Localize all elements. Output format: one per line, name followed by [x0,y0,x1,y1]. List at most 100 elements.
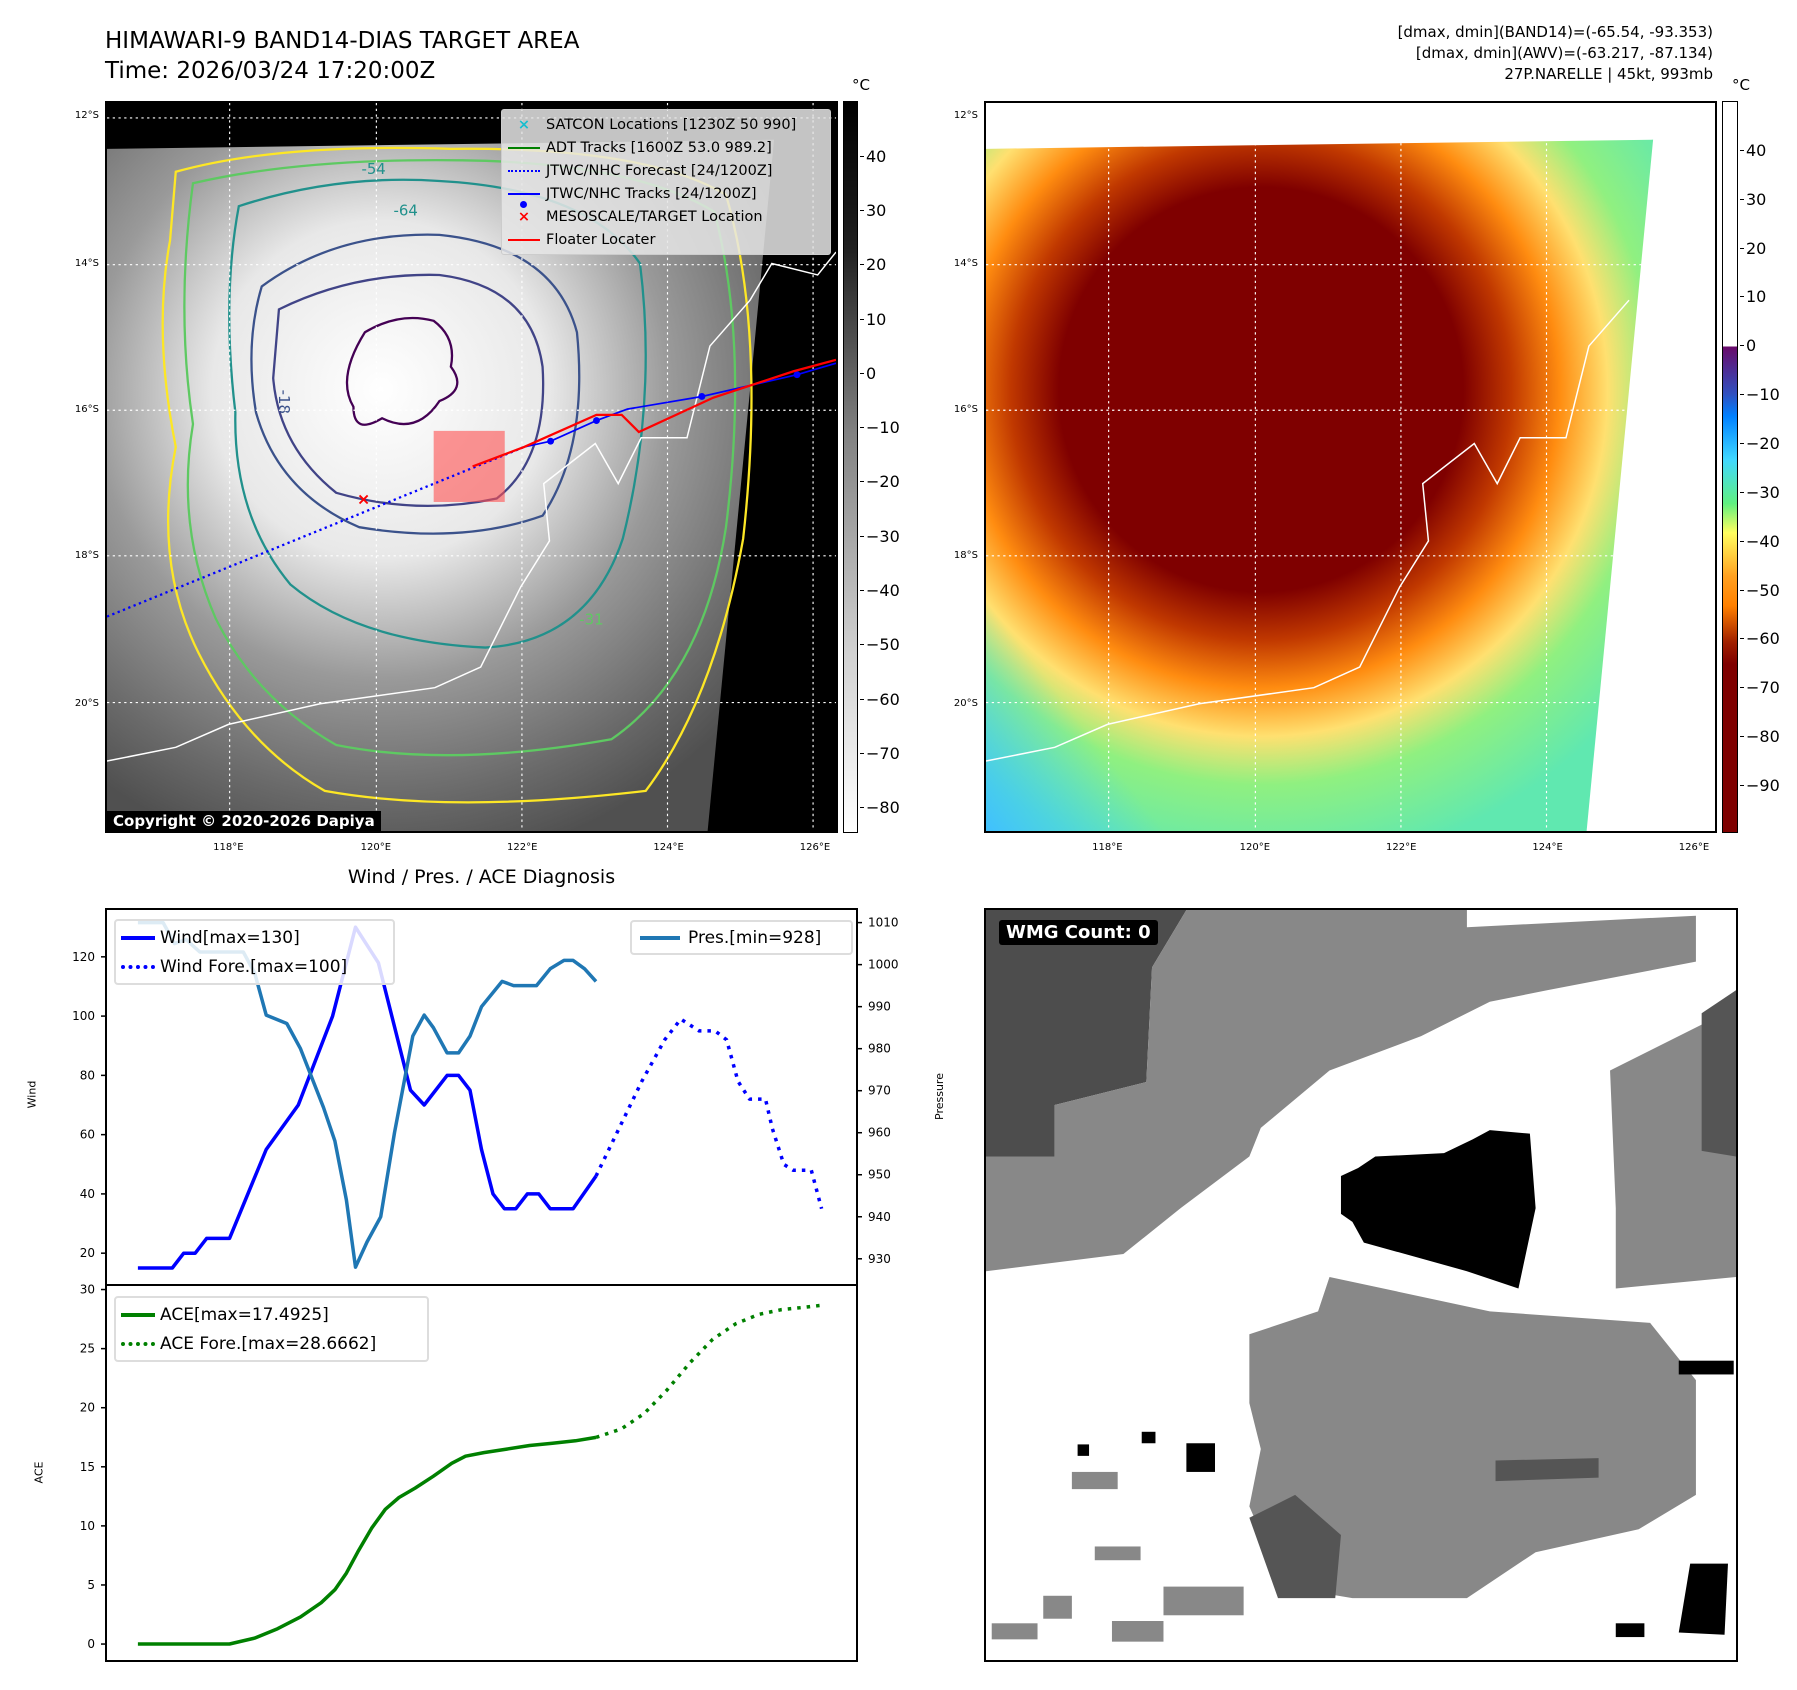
legend-label: ACE Fore.[max=28.6662] [160,1333,377,1354]
gridlines [986,103,1715,831]
y2-tick-label: 930 [868,1252,891,1266]
legend-label: Pres.[min=928] [688,927,822,948]
colorbar-tick: −70 [860,743,900,763]
line-dot-icon [502,192,546,208]
ace-axis-label: ACE [32,1461,46,1484]
wmg-gray-patch [1071,1471,1118,1490]
colorbar-tick: 0 [1739,336,1757,356]
wmg-gray-patch [1111,1621,1164,1642]
ir-map-lat-tick: 12°S [74,109,99,121]
colorbar-tick: −20 [1740,434,1780,454]
info-storm: 27P.NARELLE | 45kt, 993mb [1504,65,1713,83]
info-band14: [dmax, dmin](BAND14)=(-65.54, -93.353) [1397,23,1713,41]
wmg-gray-lower [1249,1276,1696,1599]
y-tick-label: 20 [80,1246,95,1260]
legend-label: MESOSCALE/TARGET Location [546,208,763,225]
legend-label: ADT Tracks [1600Z 53.0 989.2] [546,139,772,156]
wmg-black-patch [1186,1443,1216,1472]
colorbar-tick: −50 [1740,580,1780,600]
awv-map-lat-tick: 16°S [953,403,978,415]
legend-label: SATCON Locations [1230Z 50 990] [546,116,797,133]
map-legend: × SATCON Locations [1230Z 50 990] ADT Tra… [501,109,831,255]
ir-map-lon-tick: 120°E [360,842,392,853]
legend-item-floater: Floater Locater [502,228,830,251]
y-tick-label: 40 [80,1187,95,1201]
copyright-label: Copyright © 2020-2026 Dapiya [107,811,381,831]
colorbar-tick: −50 [860,635,900,655]
wmg-image [986,910,1736,1642]
ir-map-lon-tick: 118°E [213,842,244,853]
colorbar-tick: −60 [860,689,900,709]
wmg-gray-patch [991,1623,1038,1640]
y2-tick-label: 950 [868,1168,891,1182]
ir-map-lat-tick: 20°S [74,697,99,709]
colorbar-tick: −10 [1740,385,1780,405]
legend-item-jtwc-forecast: JTWC/NHC Forecast [24/1200Z] [502,159,830,182]
y2-tick-label: 1000 [868,958,899,972]
contour-label: -18 [275,390,293,414]
ir-map-lat-tick: 16°S [74,403,99,415]
series-line-0 [137,1435,597,1646]
coastline [107,251,836,762]
line-icon [502,238,546,241]
legend-item-adt: ADT Tracks [1600Z 53.0 989.2] [502,136,830,159]
wmg-black-patch [1678,1360,1734,1375]
colorbar-tick: −80 [860,798,900,818]
wmg-dark-region [986,910,1187,1157]
line-icon [502,146,546,149]
y-tick-label: 10 [80,1519,95,1533]
wind-axis-label: Wind [25,1080,39,1109]
y-tick-label: 30 [80,1283,95,1297]
target-location-marker: × [357,489,370,508]
contour-label: -31 [579,611,603,629]
line-icon [116,1312,160,1317]
dotted-line-icon [116,964,160,969]
legend-label: JTWC/NHC Forecast [24/1200Z] [546,162,773,179]
ace-legend: ACE[max=17.4925] ACE Fore.[max=28.6662] [114,1296,429,1362]
info-awv: [dmax, dmin](AWV)=(-63.217, -87.134) [1415,44,1713,62]
floater-locater-track [472,358,836,468]
colorbar-tick: 20 [859,255,887,275]
legend-item-jtwc-tracks: JTWC/NHC Tracks [24/1200Z] [502,182,830,208]
legend-item-target: × MESOSCALE/TARGET Location [502,205,830,228]
y2-tick-label: 990 [868,1000,891,1014]
wmg-black-patch [1077,1444,1090,1456]
wmg-dark-right [1701,990,1736,1157]
awv-map-image [986,103,1715,831]
ir-map-image: -54 -64 -31 -18 × [107,103,836,831]
y-tick-label: 60 [80,1128,95,1142]
wmg-count-label: WMG Count: 0 [999,920,1158,945]
contour-label: -64 [394,201,418,219]
wmg-gray-patch [1094,1546,1141,1561]
colorbar-gray-unit: °C [852,76,870,94]
colorbar-tick: 10 [859,309,887,329]
awv-map-lon-tick: 126°E [1678,842,1710,853]
colorbar-tick: 10 [1739,287,1767,307]
series-line-1 [594,1017,824,1210]
contour-labels: -54 -64 -31 -18 [275,160,604,629]
y2-tick-label: 1010 [868,916,899,930]
colorbar-tick: −80 [1740,727,1780,747]
info-block: [dmax, dmin](BAND14)=(-65.54, -93.353) [… [1398,22,1713,85]
colorbar-tick: −20 [860,472,900,492]
legend-label: Floater Locater [546,231,656,248]
colorbar-tick: −40 [860,580,900,600]
awv-map-lat-tick: 18°S [953,550,978,562]
awv-map-lat-tick: 12°S [953,109,978,121]
legend-item-wind: Wind[max=130] [116,923,393,952]
colorbar-tick: −40 [1740,531,1780,551]
chart-title: Wind / Pres. / ACE Diagnosis [347,866,616,888]
y-tick-label: 15 [80,1460,95,1474]
legend-label: Wind Fore.[max=100] [160,956,348,977]
awv-map-lat-tick: 20°S [953,697,978,709]
y-tick-label: 100 [72,1009,95,1023]
y-tick-label: 80 [80,1068,95,1082]
colorbar-tick: −60 [1740,629,1780,649]
colorbar-tick: 0 [859,363,877,383]
dotted-line-icon [502,169,546,172]
wmg-gray-patch [1163,1586,1244,1616]
y2-tick-label: 940 [868,1210,891,1224]
awv-map-lat-tick: 14°S [953,257,978,269]
legend-item-satcon: × SATCON Locations [1230Z 50 990] [502,113,830,136]
jtwc-forecast-track [107,445,525,618]
